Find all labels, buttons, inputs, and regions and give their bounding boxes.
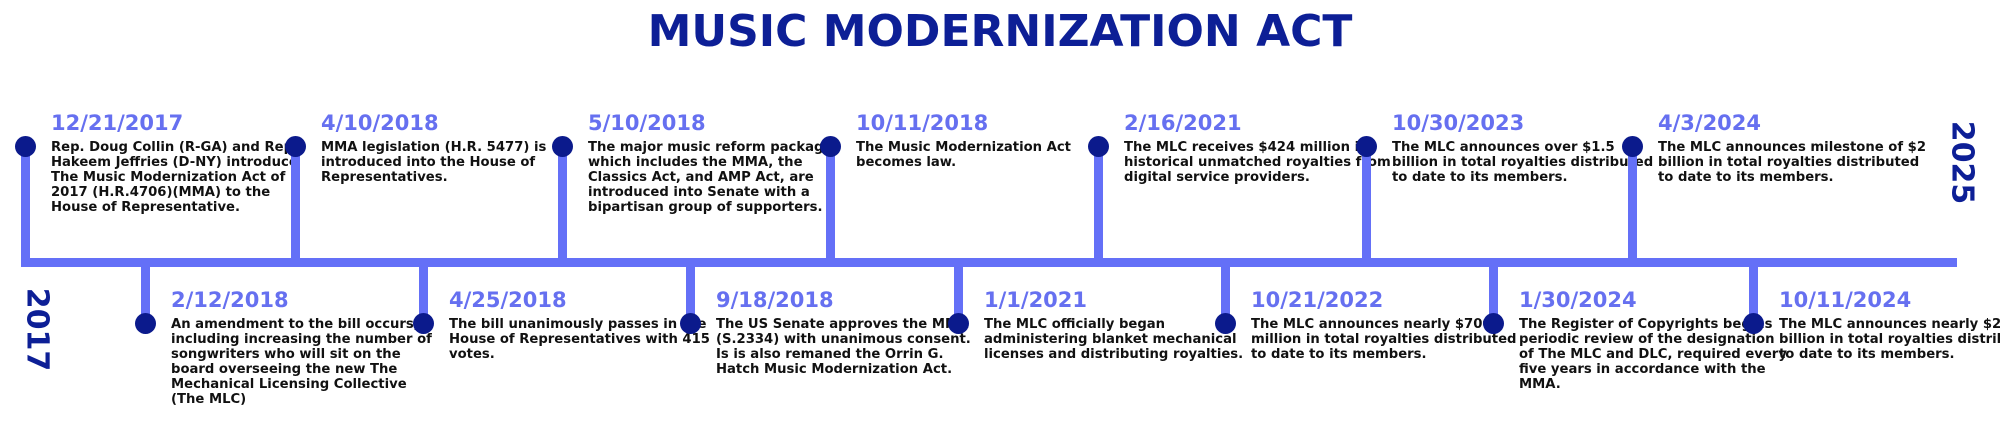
event-description: MMA legislation (H.R. 5477) is introduce… (321, 140, 547, 185)
timeline-stem (291, 146, 300, 262)
timeline-stem (1094, 146, 1103, 262)
event-description: An amendment to the bill occurs, includi… (171, 317, 432, 407)
event-date: 10/11/2024 (1779, 288, 1912, 312)
timeline-event: 4/10/2018 MMA legislation (H.R. 5477) is … (321, 110, 591, 185)
event-description: The MLC announces nearly $700 million in… (1251, 317, 1517, 362)
event-date: 10/11/2018 (856, 111, 989, 135)
timeline-dot (135, 313, 156, 334)
timeline-dot (948, 313, 969, 334)
event-description: The bill unanimously passes in the House… (449, 317, 710, 362)
event-date: 10/30/2023 (1392, 111, 1525, 135)
timeline-event: 10/11/2018 The Music Modernization Act be… (856, 110, 1126, 170)
timeline-stem (1362, 146, 1371, 262)
end-year-label: 2025 (1944, 120, 1980, 205)
event-description: The MLC officially began administering b… (984, 317, 1244, 362)
timeline-event: 1/1/2021 The MLC officially began adminis… (984, 287, 1254, 362)
event-date: 2/16/2021 (1124, 111, 1242, 135)
event-date: 4/10/2018 (321, 111, 439, 135)
timeline-stem (954, 262, 963, 322)
event-date: 2/12/2018 (171, 288, 289, 312)
event-description: Rep. Doug Collin (R-GA) and Rep. Hakeem … (51, 140, 299, 215)
timeline-event: 5/10/2018 The major music reform package,… (588, 110, 858, 215)
page-title: MUSIC MODERNIZATION ACT (647, 6, 1353, 57)
timeline-stem (21, 146, 30, 262)
timeline-stem (141, 262, 150, 322)
timeline-event: 2/16/2021 The MLC receives $424 million i… (1124, 110, 1394, 185)
timeline-dot (1743, 313, 1764, 334)
timeline-event: 10/11/2024 The MLC announces nearly $2.5 … (1779, 287, 2000, 362)
event-date: 5/10/2018 (588, 111, 706, 135)
event-description: The Register of Copyrights begins period… (1519, 317, 1787, 392)
timeline-event: 1/30/2024 The Register of Copyrights begi… (1519, 287, 1789, 392)
event-description: The US Senate approves the MMA (S.2334) … (716, 317, 971, 377)
timeline-stem (1749, 262, 1758, 322)
timeline-stem (419, 262, 428, 322)
timeline-event: 10/30/2023 The MLC announces over $1.5 bi… (1392, 110, 1662, 185)
event-description: The Music Modernization Act becomes law. (856, 140, 1071, 170)
timeline-stem (1628, 146, 1637, 262)
timeline-stem (686, 262, 695, 322)
event-date: 12/21/2017 (51, 111, 184, 135)
timeline-dot (680, 313, 701, 334)
timeline-dot (1215, 313, 1236, 334)
timeline-stem (826, 146, 835, 262)
timeline-stem (1221, 262, 1230, 322)
timeline-dot (1088, 136, 1109, 157)
event-description: The major music reform package, which in… (588, 140, 838, 215)
event-date: 4/25/2018 (449, 288, 567, 312)
timeline-event: 4/25/2018 The bill unanimously passes in … (449, 287, 719, 362)
event-description: The MLC announces nearly $2.5 billion in… (1779, 317, 2000, 362)
event-date: 1/1/2021 (984, 288, 1088, 312)
timeline-stem (558, 146, 567, 262)
timeline-event: 2/12/2018 An amendment to the bill occurs… (171, 287, 441, 407)
timeline-dot (15, 136, 36, 157)
timeline-event: 9/18/2018 The US Senate approves the MMA … (716, 287, 986, 377)
timeline-event: 10/21/2022 The MLC announces nearly $700 … (1251, 287, 1521, 362)
timeline-dot (552, 136, 573, 157)
event-date: 1/30/2024 (1519, 288, 1637, 312)
event-date: 4/3/2024 (1658, 111, 1762, 135)
timeline-event: 4/3/2024 The MLC announces milestone of $… (1658, 110, 1928, 185)
event-date: 9/18/2018 (716, 288, 834, 312)
event-date: 10/21/2022 (1251, 288, 1384, 312)
event-description: The MLC receives $424 million in histori… (1124, 140, 1391, 185)
event-description: The MLC announces milestone of $2 billio… (1658, 140, 1927, 185)
timeline-dot (1483, 313, 1504, 334)
timeline-dot (285, 136, 306, 157)
timeline-event: 12/21/2017 Rep. Doug Collin (R-GA) and Re… (51, 110, 321, 215)
event-description: The MLC announces over $1.5 billion in t… (1392, 140, 1654, 185)
timeline-axis (21, 258, 1957, 267)
timeline-stem (1489, 262, 1498, 322)
start-year-label: 2017 (19, 287, 55, 372)
timeline-dot (1622, 136, 1643, 157)
timeline-dot (1356, 136, 1377, 157)
timeline-dot (820, 136, 841, 157)
timeline-dot (413, 313, 434, 334)
